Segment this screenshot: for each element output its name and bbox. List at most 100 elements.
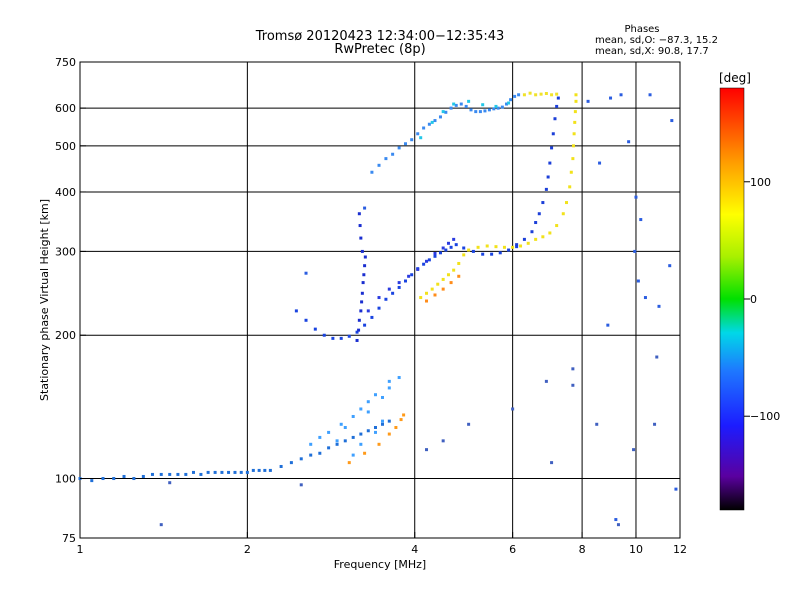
data-point: [251, 468, 255, 472]
data-point: [544, 187, 548, 191]
data-point: [438, 251, 442, 255]
data-point: [433, 254, 437, 258]
data-point: [339, 422, 343, 426]
data-point: [377, 163, 381, 167]
data-point: [410, 273, 414, 277]
x-tick-label: 12: [673, 543, 687, 556]
x-tick-label: 10: [629, 543, 643, 556]
data-point: [279, 464, 283, 468]
data-point: [483, 109, 487, 113]
data-point: [573, 120, 577, 124]
colorbar-tick-label: −100: [750, 410, 780, 423]
data-point: [595, 422, 599, 426]
data-point: [351, 435, 355, 439]
data-point: [343, 425, 347, 429]
data-point: [598, 161, 602, 165]
data-point: [471, 249, 475, 253]
colorbar-ticks: 100 0 −100: [744, 176, 780, 423]
data-point: [357, 212, 361, 216]
data-point: [571, 157, 575, 161]
data-point: [548, 161, 552, 165]
data-point: [299, 483, 303, 487]
data-point: [619, 93, 623, 97]
data-point: [299, 457, 303, 461]
data-point: [425, 259, 429, 263]
y-tick-label: 100: [55, 473, 76, 486]
data-point: [643, 296, 647, 300]
data-point: [467, 248, 471, 252]
data-point: [574, 93, 578, 97]
data-point: [606, 323, 610, 327]
data-point: [556, 96, 560, 100]
x-axis-label: Frequency [MHz]: [334, 558, 426, 571]
data-point: [425, 291, 429, 295]
data-point: [359, 309, 363, 313]
data-point: [422, 262, 426, 266]
data-point: [159, 523, 163, 527]
data-point: [441, 277, 445, 281]
data-point: [657, 304, 661, 308]
data-point: [517, 93, 521, 97]
data-point: [366, 429, 370, 433]
data-point: [670, 119, 674, 123]
data-point: [614, 518, 618, 522]
data-point: [433, 119, 437, 123]
data-point: [416, 132, 420, 136]
data-point: [478, 110, 482, 114]
data-point: [410, 138, 414, 142]
data-point: [391, 291, 395, 295]
data-point: [422, 126, 426, 130]
y-axis-label: Stationary phase Virtual Height [km]: [38, 199, 51, 401]
data-point: [239, 470, 243, 474]
data-point: [433, 293, 437, 297]
data-point: [360, 291, 364, 295]
data-point: [357, 328, 361, 332]
data-point: [425, 448, 429, 452]
data-point: [373, 425, 377, 429]
data-point: [541, 235, 545, 239]
data-point: [464, 104, 468, 108]
colorbar-title: [deg]: [719, 71, 751, 85]
y-tick-label: 75: [62, 532, 76, 545]
data-point: [355, 338, 359, 342]
data-point: [441, 110, 445, 114]
data-point: [494, 245, 498, 249]
data-point: [360, 300, 364, 304]
x-tick-label: 6: [509, 543, 516, 556]
data-point: [322, 333, 326, 337]
data-point: [358, 224, 362, 228]
chart-title-line2: RwPretec (8p): [334, 42, 425, 57]
data-point: [449, 281, 453, 285]
data-point: [572, 132, 576, 136]
data-point: [586, 99, 590, 103]
data-point: [541, 201, 545, 205]
data-point: [544, 91, 548, 95]
data-point: [363, 264, 367, 268]
data-point: [347, 334, 351, 338]
data-point: [446, 241, 450, 245]
grid-lines: [80, 62, 680, 538]
data-point: [502, 245, 506, 249]
data-point: [366, 309, 370, 313]
data-point: [331, 336, 335, 340]
data-point: [616, 523, 620, 527]
data-point: [633, 249, 637, 253]
data-point: [526, 241, 530, 245]
data-point: [366, 410, 370, 414]
data-point: [568, 185, 572, 189]
data-point: [363, 451, 367, 455]
data-point: [609, 96, 613, 100]
series-x_F: [419, 93, 578, 300]
data-point: [492, 107, 496, 111]
data-point: [213, 470, 217, 474]
y-tick-label: 300: [55, 245, 76, 258]
data-point: [441, 287, 445, 291]
data-point: [449, 106, 453, 110]
data-point: [391, 152, 395, 156]
data-point: [553, 117, 557, 121]
series-o_vertical: [355, 212, 367, 342]
data-point: [467, 422, 471, 426]
data-point: [539, 92, 543, 96]
y-tick-label: 400: [55, 186, 76, 199]
data-point: [433, 251, 437, 255]
